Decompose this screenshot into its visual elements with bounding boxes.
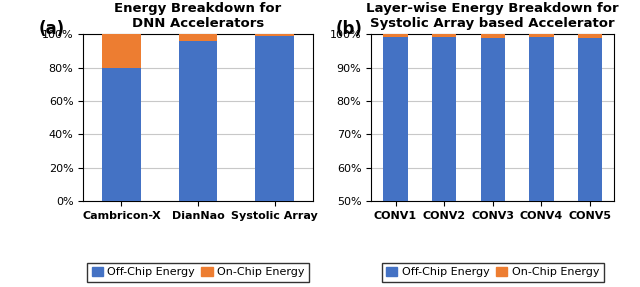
Legend: Off-Chip Energy, On-Chip Energy: Off-Chip Energy, On-Chip Energy — [87, 263, 309, 282]
Title: Layer-wise Energy Breakdown for
Systolic Array based Accelerator: Layer-wise Energy Breakdown for Systolic… — [367, 3, 619, 30]
Legend: Off-Chip Energy, On-Chip Energy: Off-Chip Energy, On-Chip Energy — [382, 263, 604, 282]
Bar — [578, 38, 602, 201]
Bar — [179, 34, 217, 41]
Title: Energy Breakdown for
DNN Accelerators: Energy Breakdown for DNN Accelerators — [115, 3, 282, 30]
Bar — [432, 34, 456, 37]
Text: (b): (b) — [336, 20, 363, 38]
Bar — [102, 34, 141, 68]
Bar — [102, 68, 141, 201]
Bar — [179, 41, 217, 201]
Bar — [529, 34, 554, 37]
Bar — [383, 34, 408, 37]
Bar — [529, 37, 554, 201]
Bar — [255, 36, 294, 201]
Text: (a): (a) — [38, 20, 65, 38]
Bar — [432, 37, 456, 201]
Bar — [481, 34, 505, 38]
Bar — [481, 38, 505, 201]
Bar — [255, 34, 294, 36]
Bar — [383, 37, 408, 201]
Bar — [578, 34, 602, 38]
